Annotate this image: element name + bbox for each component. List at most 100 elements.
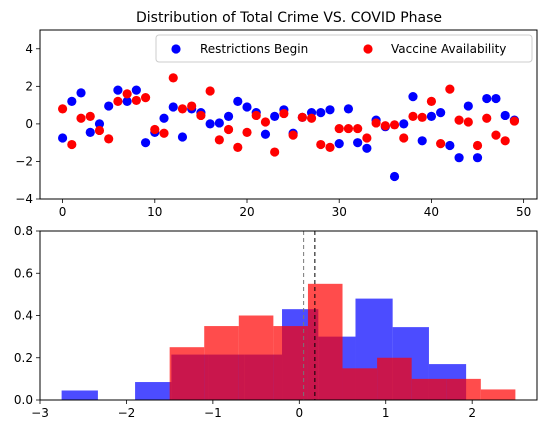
top-y-tick-label: −2 xyxy=(15,154,33,168)
scatter-point xyxy=(233,96,243,106)
scatter-point xyxy=(159,113,169,123)
bottom-x-tick-label: −2 xyxy=(118,406,136,420)
bottom-y-tick-label: 0.6 xyxy=(14,266,33,280)
scatter-point xyxy=(85,111,95,121)
bottom-histogram-plot: −3 −2 −1 0 1 2 0.0 0.2 0.4 0.6 0.8 xyxy=(14,224,538,420)
scatter-point xyxy=(362,133,372,143)
scatter-point xyxy=(371,118,381,128)
scatter-point xyxy=(417,136,427,146)
top-x-tick-label: 30 xyxy=(332,205,347,219)
scatter-point xyxy=(251,110,261,121)
scatter-point xyxy=(85,127,95,137)
top-x-tick-label: 20 xyxy=(239,205,254,219)
scatter-point xyxy=(205,86,215,96)
scatter-point xyxy=(353,123,363,134)
scatter-point xyxy=(408,111,418,121)
scatter-point xyxy=(214,135,224,145)
scatter-point xyxy=(436,108,446,118)
scatter-point xyxy=(343,123,354,134)
scatter-point xyxy=(150,124,160,135)
histogram-bar xyxy=(377,357,412,400)
scatter-point xyxy=(463,101,473,111)
top-y-tick-label: 2 xyxy=(25,79,33,93)
histogram-bar xyxy=(342,368,378,400)
histogram-bar xyxy=(446,378,481,400)
top-series-vaccine xyxy=(57,73,520,157)
histogram-bar xyxy=(480,389,516,400)
bottom-x-tick-label: −1 xyxy=(204,406,222,420)
legend-label: Vaccine Availability xyxy=(391,42,506,56)
scatter-point xyxy=(389,120,400,130)
bottom-x-tick-label: 2 xyxy=(468,406,476,420)
histogram-bar xyxy=(238,315,274,400)
scatter-point xyxy=(399,133,409,143)
top-scatter-plot: 0 10 20 30 40 50 −4 −2 0 2 4 Restrictions Begin Vacc… xyxy=(15,29,538,219)
legend-label: Restrictions Begin xyxy=(200,42,308,56)
top-x-tick-label: 40 xyxy=(424,205,439,219)
scatter-point xyxy=(343,104,354,114)
scatter-point xyxy=(140,93,151,103)
scatter-point xyxy=(159,128,169,138)
scatter-point xyxy=(454,115,464,125)
scatter-point xyxy=(104,101,114,111)
scatter-point xyxy=(122,96,132,106)
scatter-point xyxy=(325,142,335,152)
scatter-point xyxy=(463,117,473,127)
histogram-bar xyxy=(135,382,172,400)
scatter-point xyxy=(426,111,437,121)
scatter-point xyxy=(177,104,188,114)
top-y-tick-label: −4 xyxy=(15,192,33,206)
bottom-y-tick-label: 0.8 xyxy=(14,224,33,238)
top-y-tick-label: 0 xyxy=(25,117,33,131)
scatter-point xyxy=(399,119,409,129)
scatter-point xyxy=(67,139,77,150)
scatter-point xyxy=(223,124,234,135)
scatter-point xyxy=(454,153,464,163)
scatter-point xyxy=(436,139,446,149)
scatter-point xyxy=(334,123,344,134)
bottom-axes-frame xyxy=(39,230,538,401)
scatter-point xyxy=(389,171,400,182)
scatter-point xyxy=(325,105,335,115)
scatter-point xyxy=(491,93,501,104)
scatter-point xyxy=(316,139,326,150)
scatter-point xyxy=(260,129,271,139)
top-legend: Restrictions Begin Vaccine Availability xyxy=(155,34,533,63)
scatter-point xyxy=(131,95,141,106)
scatter-point xyxy=(408,92,418,102)
scatter-point xyxy=(288,130,298,140)
scatter-point xyxy=(362,143,372,153)
scatter-point xyxy=(196,110,206,121)
scatter-point xyxy=(426,96,437,106)
top-x-tick-label: 50 xyxy=(516,205,531,219)
histogram-bar xyxy=(273,326,308,400)
scatter-point xyxy=(57,104,68,114)
bottom-x-tick-label: −3 xyxy=(31,406,49,420)
scatter-point xyxy=(67,96,77,106)
scatter-point xyxy=(76,113,86,123)
bottom-x-tick-label: 0 xyxy=(295,406,303,420)
scatter-point xyxy=(223,111,234,121)
scatter-point xyxy=(177,132,188,142)
scatter-point xyxy=(122,89,132,99)
top-x-tick-label: 0 xyxy=(59,205,67,219)
scatter-point xyxy=(242,102,252,112)
scatter-point xyxy=(482,93,492,104)
bottom-y-tick-label: 0.0 xyxy=(14,393,33,407)
scatter-point xyxy=(472,140,483,151)
bottom-y-tick-label: 0.4 xyxy=(14,309,33,323)
scatter-point xyxy=(94,125,105,136)
legend-marker xyxy=(363,44,373,54)
scatter-point xyxy=(233,142,243,152)
scatter-point xyxy=(260,117,271,127)
histogram-bar xyxy=(307,283,343,400)
scatter-point xyxy=(57,133,68,143)
top-chart-title: Distribution of Total Crime VS. COVID Ph… xyxy=(136,10,442,26)
top-y-tick-label: 4 xyxy=(25,42,33,56)
scatter-point xyxy=(297,112,307,122)
scatter-point xyxy=(472,153,483,163)
scatter-point xyxy=(500,110,510,121)
top-x-tick-label: 10 xyxy=(147,205,162,219)
histogram-bar xyxy=(411,378,447,400)
